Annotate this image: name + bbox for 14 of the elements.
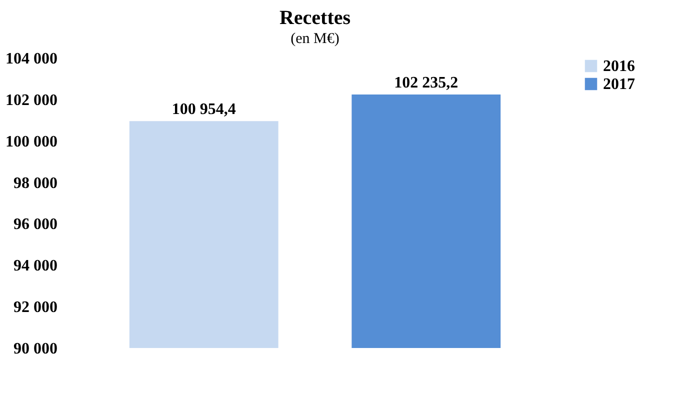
legend-label: 2017 — [603, 76, 635, 93]
y-tick-label: 96 000 — [14, 216, 58, 234]
y-tick-label: 92 000 — [14, 299, 58, 316]
legend-label: 2016 — [603, 58, 635, 75]
chart-title: Recettes — [279, 7, 351, 29]
y-tick-label: 102 000 — [6, 92, 58, 109]
y-tick-label: 98 000 — [14, 174, 58, 192]
y-tick-label: 94 000 — [14, 258, 58, 275]
y-tick-label: 100 000 — [6, 133, 58, 150]
data-label: 102 235,2 — [394, 74, 458, 92]
y-tick-label: 90 000 — [14, 340, 58, 358]
chart-subtitle: (en M€) — [290, 31, 340, 47]
data-label: 100 954,4 — [172, 101, 236, 118]
y-tick-label: 104 000 — [6, 50, 58, 68]
